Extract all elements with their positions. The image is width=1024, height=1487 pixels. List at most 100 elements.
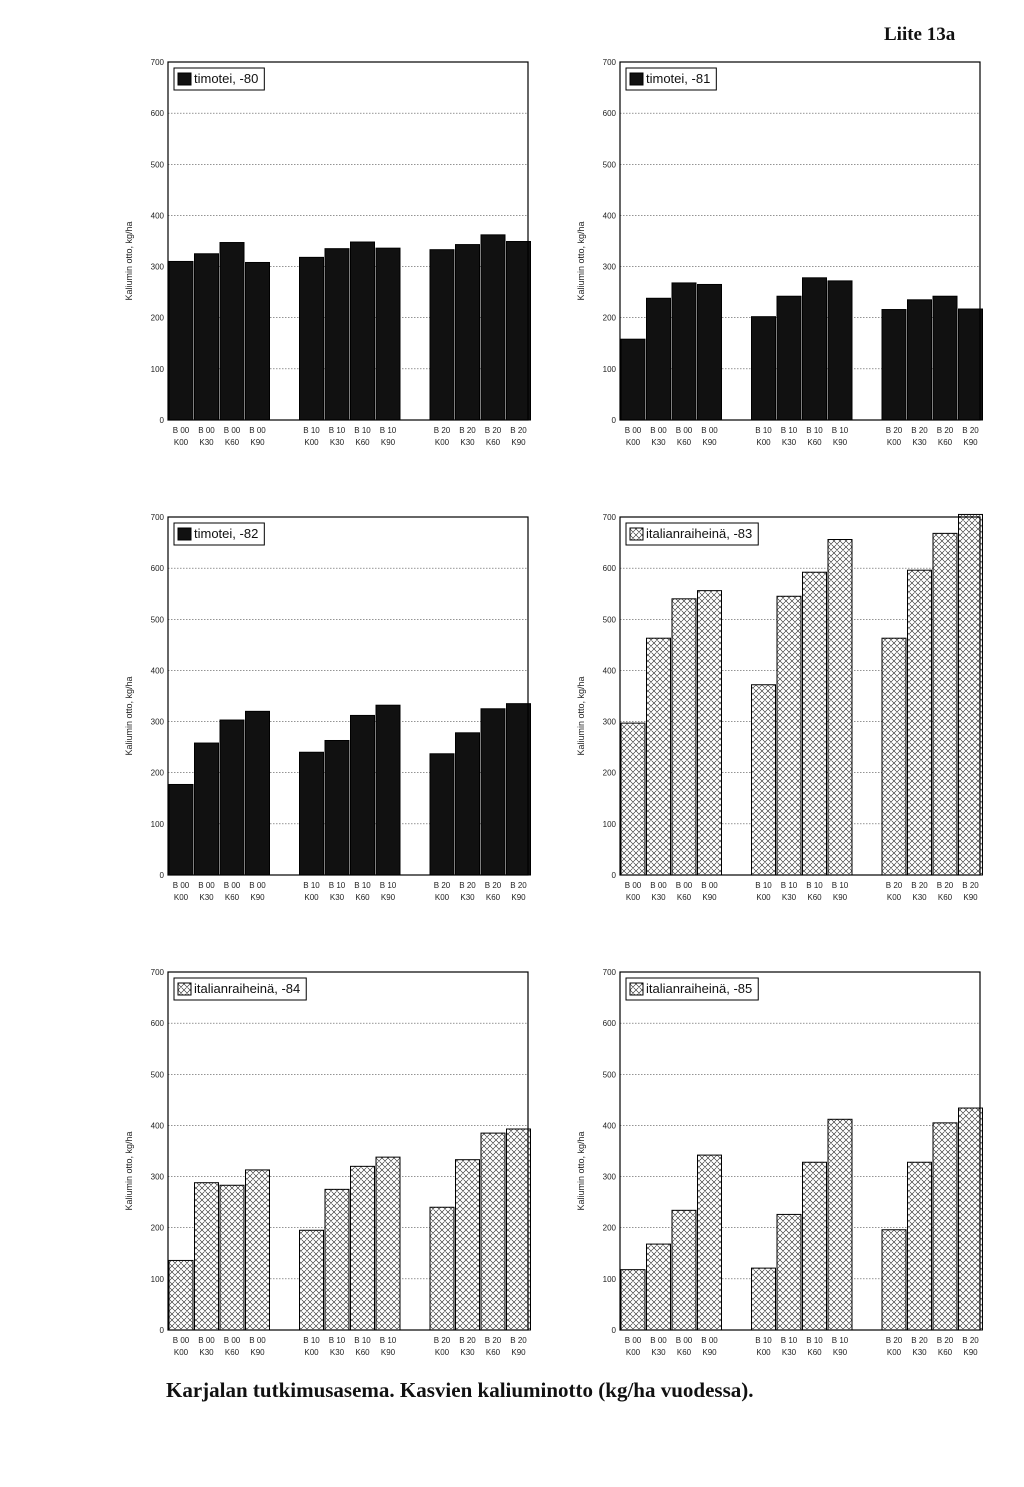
legend-box <box>173 522 265 546</box>
bar <box>646 1243 671 1331</box>
bar <box>671 282 697 421</box>
bar <box>958 513 983 876</box>
x-tick-label-bottom: K00 <box>887 893 902 902</box>
y-tick-label: 300 <box>603 1173 617 1182</box>
y-tick-label: 600 <box>151 1019 165 1028</box>
x-tick-label-bottom: K30 <box>330 893 345 902</box>
chart-timotei-80: Kaliumin otto, kg/ha 0 100 200 300 400 500 600 7… <box>124 58 531 447</box>
x-tick-label-bottom: K90 <box>381 1348 396 1357</box>
x-tick-label-bottom: K90 <box>511 1348 526 1357</box>
bar <box>932 532 958 876</box>
bar <box>455 1159 480 1331</box>
x-tick-label-bottom: K00 <box>174 1348 189 1357</box>
bar <box>168 783 194 876</box>
x-tick-label-bottom: K00 <box>756 893 771 902</box>
x-tick-label-top: B 20 <box>962 881 979 890</box>
x-tick-label-top: B 00 <box>198 426 215 435</box>
x-tick-label-bottom: K90 <box>381 438 396 447</box>
legend-label: timotei, -82 <box>194 526 258 541</box>
y-tick-label: 400 <box>603 211 617 220</box>
x-tick-label-bottom: K30 <box>651 893 666 902</box>
bar <box>932 295 958 421</box>
x-tick-label-top: B 00 <box>173 1336 190 1345</box>
x-tick-label-top: B 10 <box>303 426 320 435</box>
y-tick-label: 400 <box>151 211 165 220</box>
figure-caption: Karjalan tutkimusasema. Kasvien kaliumin… <box>166 1378 754 1402</box>
bar <box>350 714 375 876</box>
x-tick-label-top: B 20 <box>937 881 954 890</box>
bar <box>620 338 646 421</box>
y-tick-label: 600 <box>151 564 165 573</box>
y-tick-label: 500 <box>151 615 165 624</box>
legend-box <box>625 522 759 546</box>
x-tick-label-top: B 00 <box>173 881 190 890</box>
x-tick-label-top: B 10 <box>781 1336 798 1345</box>
x-tick-label-bottom: K00 <box>174 893 189 902</box>
x-tick-label-top: B 20 <box>459 426 476 435</box>
x-tick-label-top: B 20 <box>434 426 451 435</box>
bar <box>932 1122 958 1331</box>
legend-swatch <box>177 72 192 86</box>
x-tick-label-bottom: K60 <box>807 1348 822 1357</box>
x-tick-label-bottom: K00 <box>304 1348 319 1357</box>
y-tick-label: 0 <box>160 1326 165 1335</box>
x-tick-label-top: B 20 <box>485 1336 502 1345</box>
bar <box>219 1184 245 1331</box>
x-tick-label-bottom: K00 <box>887 438 902 447</box>
bar <box>219 719 245 876</box>
x-tick-label-bottom: K90 <box>381 893 396 902</box>
y-tick-label: 700 <box>151 513 165 522</box>
legend-box <box>625 977 759 1001</box>
x-tick-label-bottom: K60 <box>486 893 501 902</box>
legend: italianraiheinä, -83 <box>625 522 759 546</box>
x-tick-label-top: B 20 <box>962 1336 979 1345</box>
bar <box>506 1128 531 1331</box>
x-tick-label-top: B 00 <box>173 426 190 435</box>
bar <box>168 1259 194 1331</box>
plot-frame <box>619 61 981 421</box>
bar <box>455 244 480 421</box>
x-tick-label-top: B 20 <box>937 426 954 435</box>
bar <box>194 1182 219 1331</box>
x-tick-label-top: B 10 <box>832 881 849 890</box>
x-tick-label-bottom: K00 <box>304 893 319 902</box>
x-tick-label-bottom: K30 <box>912 438 927 447</box>
x-tick-label-top: B 20 <box>962 426 979 435</box>
x-tick-label-bottom: K90 <box>511 438 526 447</box>
bar <box>881 309 907 421</box>
x-tick-label-top: B 00 <box>198 1336 215 1345</box>
x-tick-label-bottom: K90 <box>250 893 265 902</box>
bar <box>620 722 646 876</box>
x-tick-label-top: B 20 <box>911 426 928 435</box>
x-tick-label-top: B 00 <box>625 1336 642 1345</box>
bar <box>802 1161 827 1331</box>
y-tick-label: 700 <box>151 968 165 977</box>
legend-box <box>173 977 307 1001</box>
plot-frame <box>619 516 981 876</box>
y-tick-label: 100 <box>151 365 165 374</box>
x-tick-label-top: B 00 <box>625 426 642 435</box>
bar <box>299 1229 324 1331</box>
x-tick-label-bottom: K00 <box>304 438 319 447</box>
y-tick-label: 600 <box>603 109 617 118</box>
x-tick-label-bottom: K00 <box>626 893 641 902</box>
x-tick-label-bottom: K30 <box>199 893 214 902</box>
bar <box>907 1161 932 1331</box>
x-tick-label-top: B 10 <box>329 1336 346 1345</box>
x-tick-label-top: B 10 <box>755 426 772 435</box>
x-tick-label-top: B 20 <box>911 881 928 890</box>
x-tick-label-top: B 20 <box>485 426 502 435</box>
y-axis-label: Kaliumin otto, kg/ha <box>124 221 134 300</box>
bar <box>480 708 506 876</box>
x-tick-label-top: B 00 <box>224 426 241 435</box>
bar <box>827 539 853 876</box>
bar <box>245 1169 270 1331</box>
x-tick-label-top: B 10 <box>806 881 823 890</box>
x-tick-label-bottom: K00 <box>887 1348 902 1357</box>
x-tick-label-bottom: K30 <box>912 1348 927 1357</box>
bar <box>958 1107 983 1331</box>
bar <box>620 1269 646 1331</box>
bar <box>776 595 802 876</box>
x-tick-label-top: B 10 <box>781 881 798 890</box>
y-tick-label: 0 <box>160 871 165 880</box>
